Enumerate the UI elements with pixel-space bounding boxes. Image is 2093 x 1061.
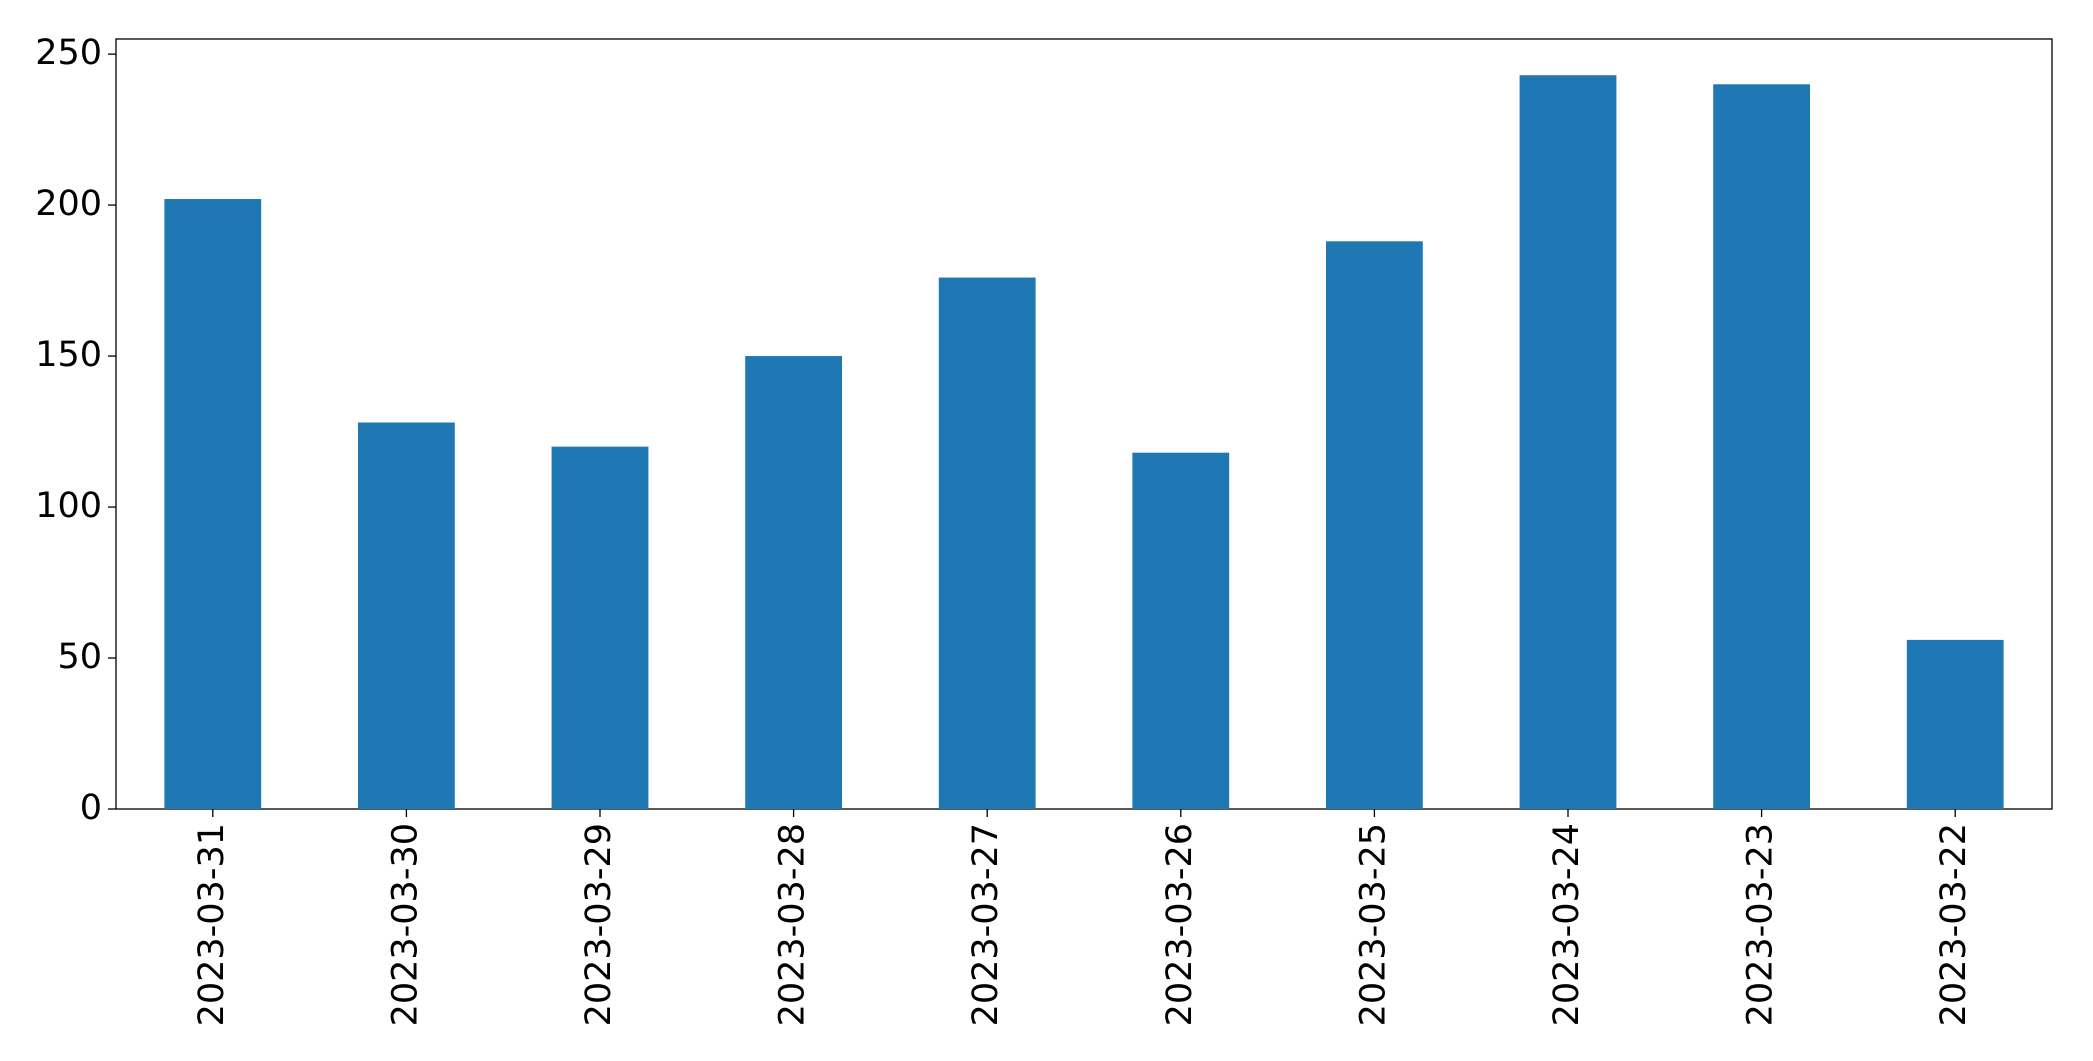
y-tick-label: 100 bbox=[35, 486, 102, 526]
x-tick-label: 2023-03-29 bbox=[579, 823, 619, 1026]
y-tick-label: 50 bbox=[57, 637, 102, 677]
bar bbox=[164, 199, 262, 810]
x-tick-label: 2023-03-28 bbox=[773, 823, 813, 1026]
x-tick-label: 2023-03-26 bbox=[1160, 823, 1200, 1026]
bar bbox=[1519, 75, 1617, 809]
bar bbox=[1326, 241, 1423, 809]
x-tick-label: 2023-03-23 bbox=[1741, 823, 1781, 1026]
bar bbox=[1906, 639, 2004, 809]
bar bbox=[551, 446, 649, 809]
bar bbox=[745, 356, 842, 809]
bar bbox=[358, 422, 455, 809]
y-tick-label: 250 bbox=[35, 33, 102, 73]
plot-frame bbox=[115, 38, 2053, 810]
bar bbox=[1713, 84, 1810, 809]
x-tick-label: 2023-03-31 bbox=[192, 823, 232, 1026]
x-tick-label: 2023-03-24 bbox=[1547, 823, 1587, 1026]
y-tick-label: 200 bbox=[35, 184, 102, 224]
y-tick-label: 0 bbox=[80, 788, 102, 828]
bar bbox=[938, 277, 1036, 809]
y-tick-label: 150 bbox=[35, 335, 102, 375]
x-tick-label: 2023-03-30 bbox=[385, 823, 425, 1026]
x-tick-label: 2023-03-25 bbox=[1353, 823, 1393, 1026]
x-tick-label: 2023-03-27 bbox=[966, 823, 1006, 1026]
bar bbox=[1132, 452, 1230, 809]
x-tick-label: 2023-03-22 bbox=[1934, 823, 1974, 1026]
